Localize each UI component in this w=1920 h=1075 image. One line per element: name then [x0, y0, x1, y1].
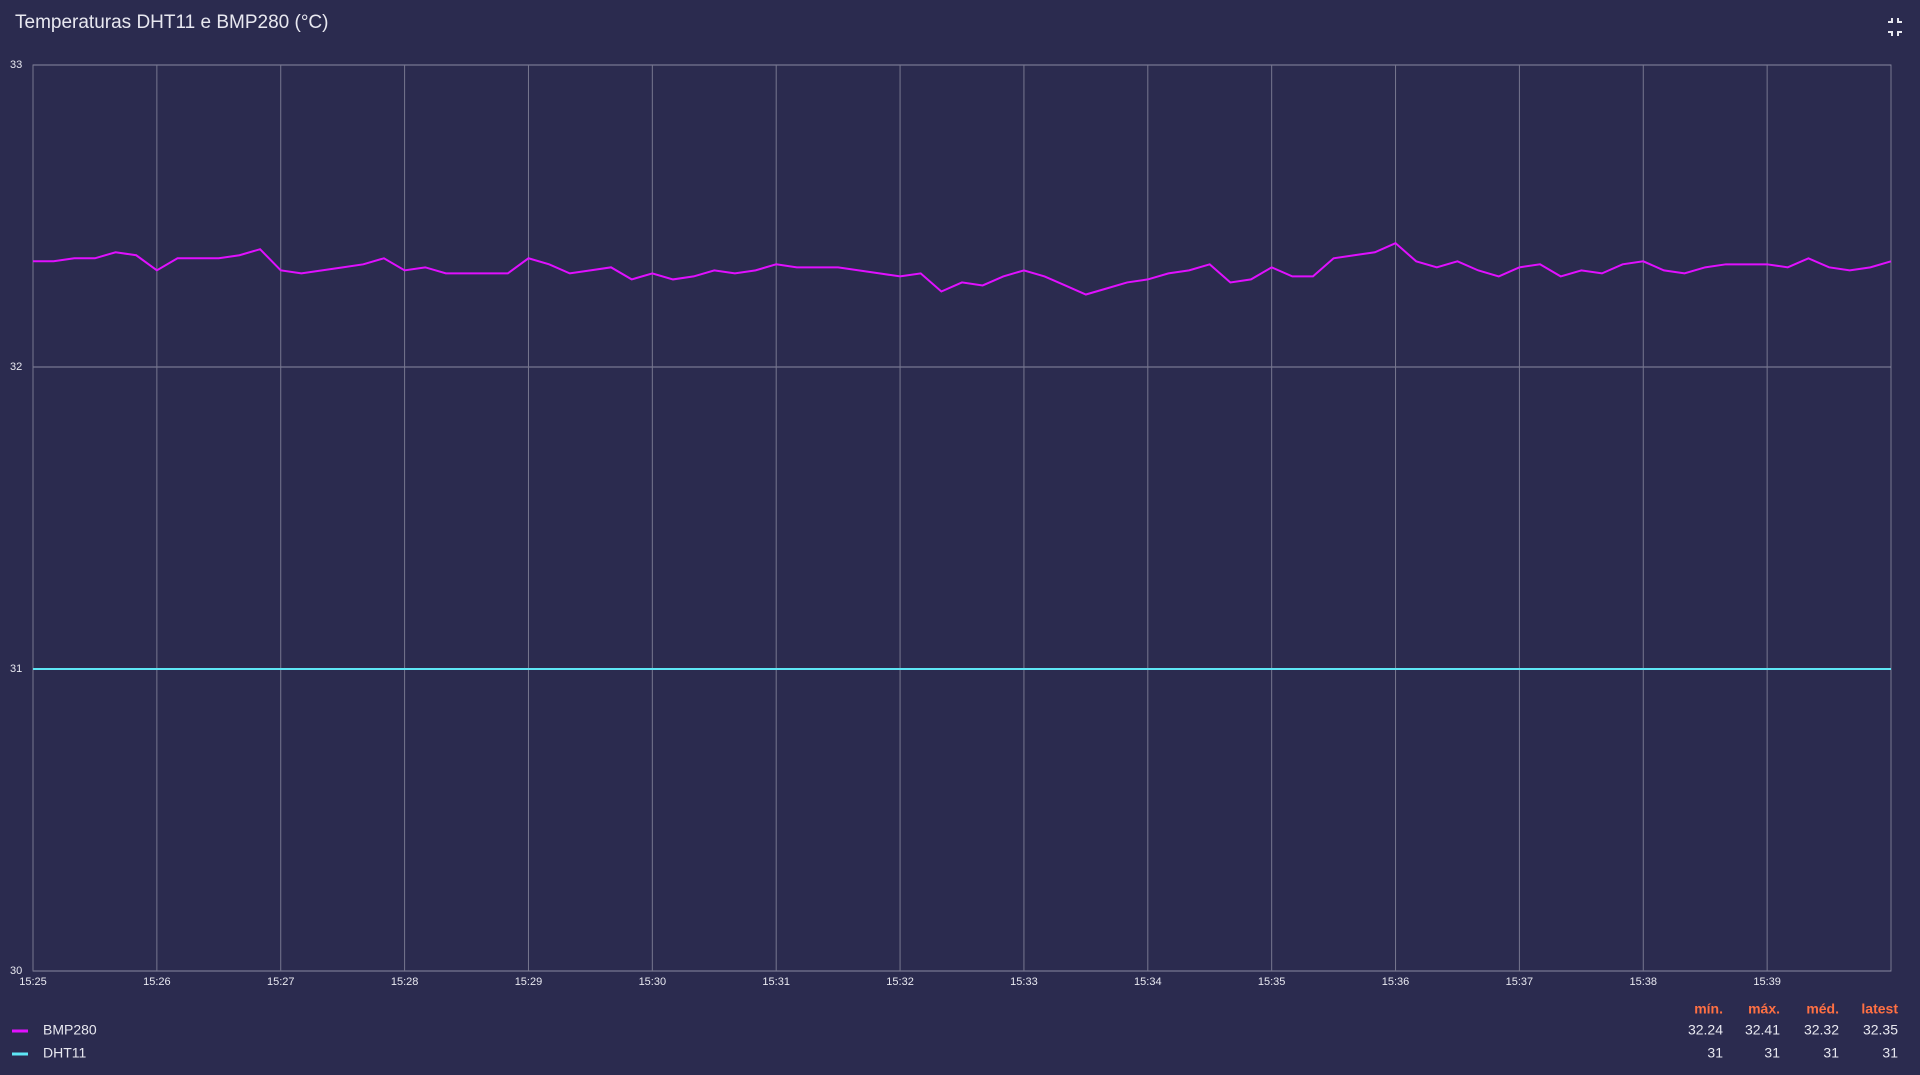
chart-title: Temperaturas DHT11 e BMP280 (°C) — [15, 12, 328, 33]
legend-stat-header: latest — [1861, 1001, 1898, 1017]
x-tick-label: 15:27 — [267, 976, 295, 988]
x-tick-label: 15:39 — [1753, 976, 1781, 988]
fullscreen-icon[interactable] — [1888, 18, 1902, 36]
x-tick-label: 15:25 — [19, 976, 47, 988]
x-tick-label: 15:36 — [1382, 976, 1410, 988]
x-tick-label: 15:38 — [1630, 976, 1658, 988]
legend-stat: 32.32 — [1804, 1022, 1839, 1038]
legend-stat: 32.41 — [1745, 1022, 1780, 1038]
x-tick-label: 15:31 — [762, 976, 790, 988]
legend-stat: 31 — [1764, 1045, 1780, 1061]
x-tick-label: 15:35 — [1258, 976, 1286, 988]
y-tick-label: 32 — [10, 361, 22, 373]
legend-stat-header: méd. — [1806, 1001, 1839, 1017]
legend-label: BMP280 — [43, 1022, 97, 1038]
x-tick-label: 15:33 — [1010, 976, 1038, 988]
legend-stat: 31 — [1707, 1045, 1723, 1061]
x-tick-label: 15:34 — [1134, 976, 1162, 988]
x-tick-label: 15:26 — [143, 976, 171, 988]
x-tick-label: 15:28 — [391, 976, 419, 988]
y-tick-label: 31 — [10, 663, 22, 675]
legend-stat-header: mín. — [1694, 1001, 1723, 1017]
x-tick-label: 15:30 — [639, 976, 667, 988]
x-tick-label: 15:29 — [515, 976, 543, 988]
legend-stat: 32.35 — [1863, 1022, 1898, 1038]
legend-stat-header: máx. — [1748, 1001, 1780, 1017]
x-tick-label: 15:37 — [1506, 976, 1534, 988]
fullscreen-glyph[interactable] — [1888, 18, 1902, 36]
legend-stat: 31 — [1823, 1045, 1839, 1061]
series-line — [33, 242, 1892, 296]
legend-label: DHT11 — [43, 1045, 87, 1061]
legend-stat: 32.24 — [1688, 1022, 1723, 1038]
legend-stat: 31 — [1882, 1045, 1898, 1061]
y-tick-label: 30 — [10, 965, 22, 977]
x-tick-label: 15:32 — [886, 976, 914, 988]
y-tick-label: 33 — [10, 59, 22, 71]
